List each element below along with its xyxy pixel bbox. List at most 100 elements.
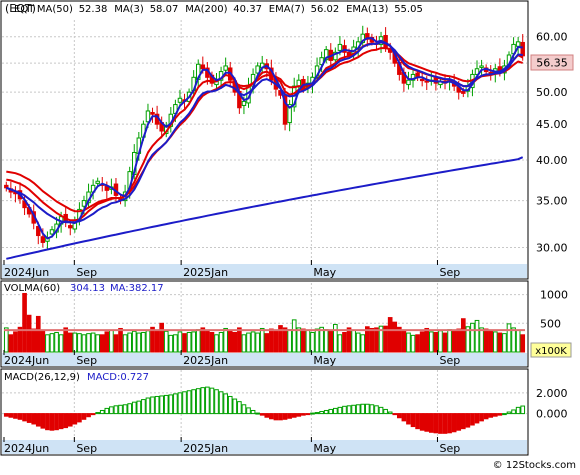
volume-legend: VOLMA(60) 304.13 MA:382.17 (4, 283, 164, 294)
macd-bar (282, 413, 288, 420)
candle-body (95, 180, 100, 184)
date-label: May (313, 266, 336, 279)
volume-bar (428, 331, 434, 353)
date-label: May (313, 442, 336, 455)
macd-bar (291, 413, 297, 418)
candle-body (419, 78, 425, 82)
candle-body (461, 90, 466, 94)
volume-bar (415, 334, 420, 353)
macd-bar (3, 413, 9, 417)
volume-bar (86, 333, 91, 353)
macd-bar (264, 413, 270, 418)
macd-bar (259, 413, 265, 416)
volume-bar (333, 323, 338, 353)
volume-bar (492, 331, 498, 353)
macd-bar (470, 413, 475, 426)
macd-bar (127, 403, 133, 415)
volume-bar (502, 333, 507, 353)
volume-value-label: 304.13 (70, 283, 105, 294)
macd-bar (168, 394, 174, 415)
volume-bar (209, 331, 215, 353)
macd-bar (314, 412, 320, 415)
macd-bar (419, 413, 425, 431)
macd-bar (410, 413, 416, 428)
volume-bar (451, 330, 457, 353)
macd-legend: MACD(26,12,9) MACD:0.727 (4, 372, 149, 383)
macd-bar (63, 413, 69, 429)
volume-bars (3, 292, 526, 353)
macd-bar (8, 413, 14, 418)
macd-bar (351, 404, 356, 415)
price-tick-label: 50.00 (536, 86, 568, 99)
macd-bar (200, 387, 206, 415)
volume-bar (360, 334, 366, 353)
candle-body (319, 57, 324, 66)
volume-bar (150, 326, 155, 353)
macd-bar (122, 404, 128, 415)
macd-bar (428, 413, 434, 433)
candle-body (424, 80, 429, 83)
volume-unit-box: x100K (530, 342, 572, 358)
volume-bar (319, 326, 324, 353)
volume-bar (173, 334, 178, 353)
macd-bar (141, 399, 146, 415)
volume-ma-label: MA:382.17 (110, 283, 164, 294)
volume-bar (250, 331, 256, 353)
volume-bar (54, 331, 59, 353)
macd-bar (35, 413, 41, 427)
macd-bar (447, 413, 452, 434)
price-date-labels: 2024Jun Sep 2025Jan May Sep (3, 260, 460, 279)
macd-bar (67, 413, 73, 427)
volume-bar (296, 327, 302, 353)
volume-bar (113, 334, 119, 353)
macd-bar (456, 413, 462, 431)
macd-value-label: MACD:0.727 (87, 372, 149, 383)
macd-bar (387, 411, 393, 415)
volume-bar (342, 331, 347, 353)
volume-bar (8, 334, 14, 353)
volume-bar (273, 329, 279, 353)
macd-bar (163, 394, 169, 415)
candle-body (4, 184, 9, 189)
macd-bar (319, 411, 324, 415)
date-label: 2024Jun (4, 266, 49, 279)
volume-bar (145, 330, 151, 353)
macd-bar (396, 413, 402, 419)
legend-item: 52.38 (79, 4, 108, 15)
candle-body (520, 41, 525, 57)
macd-bar (145, 397, 151, 415)
candle-body (36, 226, 41, 237)
volume-bar (127, 332, 133, 353)
candle-body (49, 229, 55, 235)
volume-date-strip (2, 353, 527, 366)
macd-bar (323, 409, 329, 415)
macd-bar (520, 405, 526, 415)
volume-tick-label: 1000 (540, 289, 568, 302)
volume-bar (419, 331, 425, 353)
macd-bar (232, 398, 238, 415)
last-price-label: 56.35 (536, 57, 568, 70)
price-marks (4, 25, 525, 260)
volume-bar (237, 327, 242, 353)
legend-item: EMA(13) (346, 4, 388, 15)
macd-bar (104, 407, 110, 415)
macd-bar (479, 413, 484, 422)
volume-bar (520, 334, 526, 353)
candle-body (410, 73, 416, 81)
volume-bar (58, 334, 64, 353)
volume-bar (95, 334, 101, 353)
volume-bar (205, 330, 210, 353)
volume-bar (232, 331, 238, 353)
volume-unit-label: x100K (535, 346, 567, 357)
macd-date-strip (2, 440, 527, 454)
date-label: Sep (439, 266, 460, 279)
macd-bar (195, 388, 201, 415)
macd-bar (26, 413, 32, 423)
volume-bar (67, 332, 73, 353)
volume-bar (45, 334, 50, 353)
volume-bar (305, 329, 311, 353)
macd-bar (488, 413, 494, 418)
macd-bar (118, 404, 123, 415)
volume-bar (301, 328, 306, 353)
volume-bar (200, 327, 206, 353)
